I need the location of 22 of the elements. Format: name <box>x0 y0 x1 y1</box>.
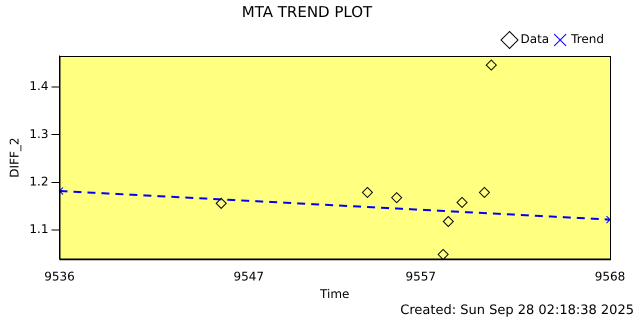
point <box>456 196 468 208</box>
text: Created: Sun Sep 28 02:18:38 2025 <box>400 303 634 318</box>
x-tick-label: 9547 <box>233 270 264 284</box>
point <box>216 198 227 209</box>
point <box>391 192 402 204</box>
point <box>442 216 454 228</box>
legend-label: Trend <box>570 32 604 46</box>
x-tick-label: 9536 <box>44 270 75 284</box>
legend-label: Data <box>520 32 550 46</box>
y-tick-label: 1.4 <box>29 79 48 94</box>
x-axis-title: Time <box>319 286 350 301</box>
point <box>486 60 497 71</box>
point <box>362 186 373 198</box>
y-tick-label: 1.2 <box>29 174 48 189</box>
x-tick-label: 9568 <box>594 270 626 284</box>
point <box>478 186 490 198</box>
y-axis-title: DIFF_2 <box>7 137 22 178</box>
point <box>438 248 449 260</box>
y-tick-label: 1.1 <box>29 222 48 236</box>
x-tick-label: 9557 <box>405 270 436 284</box>
y-tick-label: 1.3 <box>29 126 48 141</box>
chart-title: MTA TREND PLOT <box>242 2 374 21</box>
